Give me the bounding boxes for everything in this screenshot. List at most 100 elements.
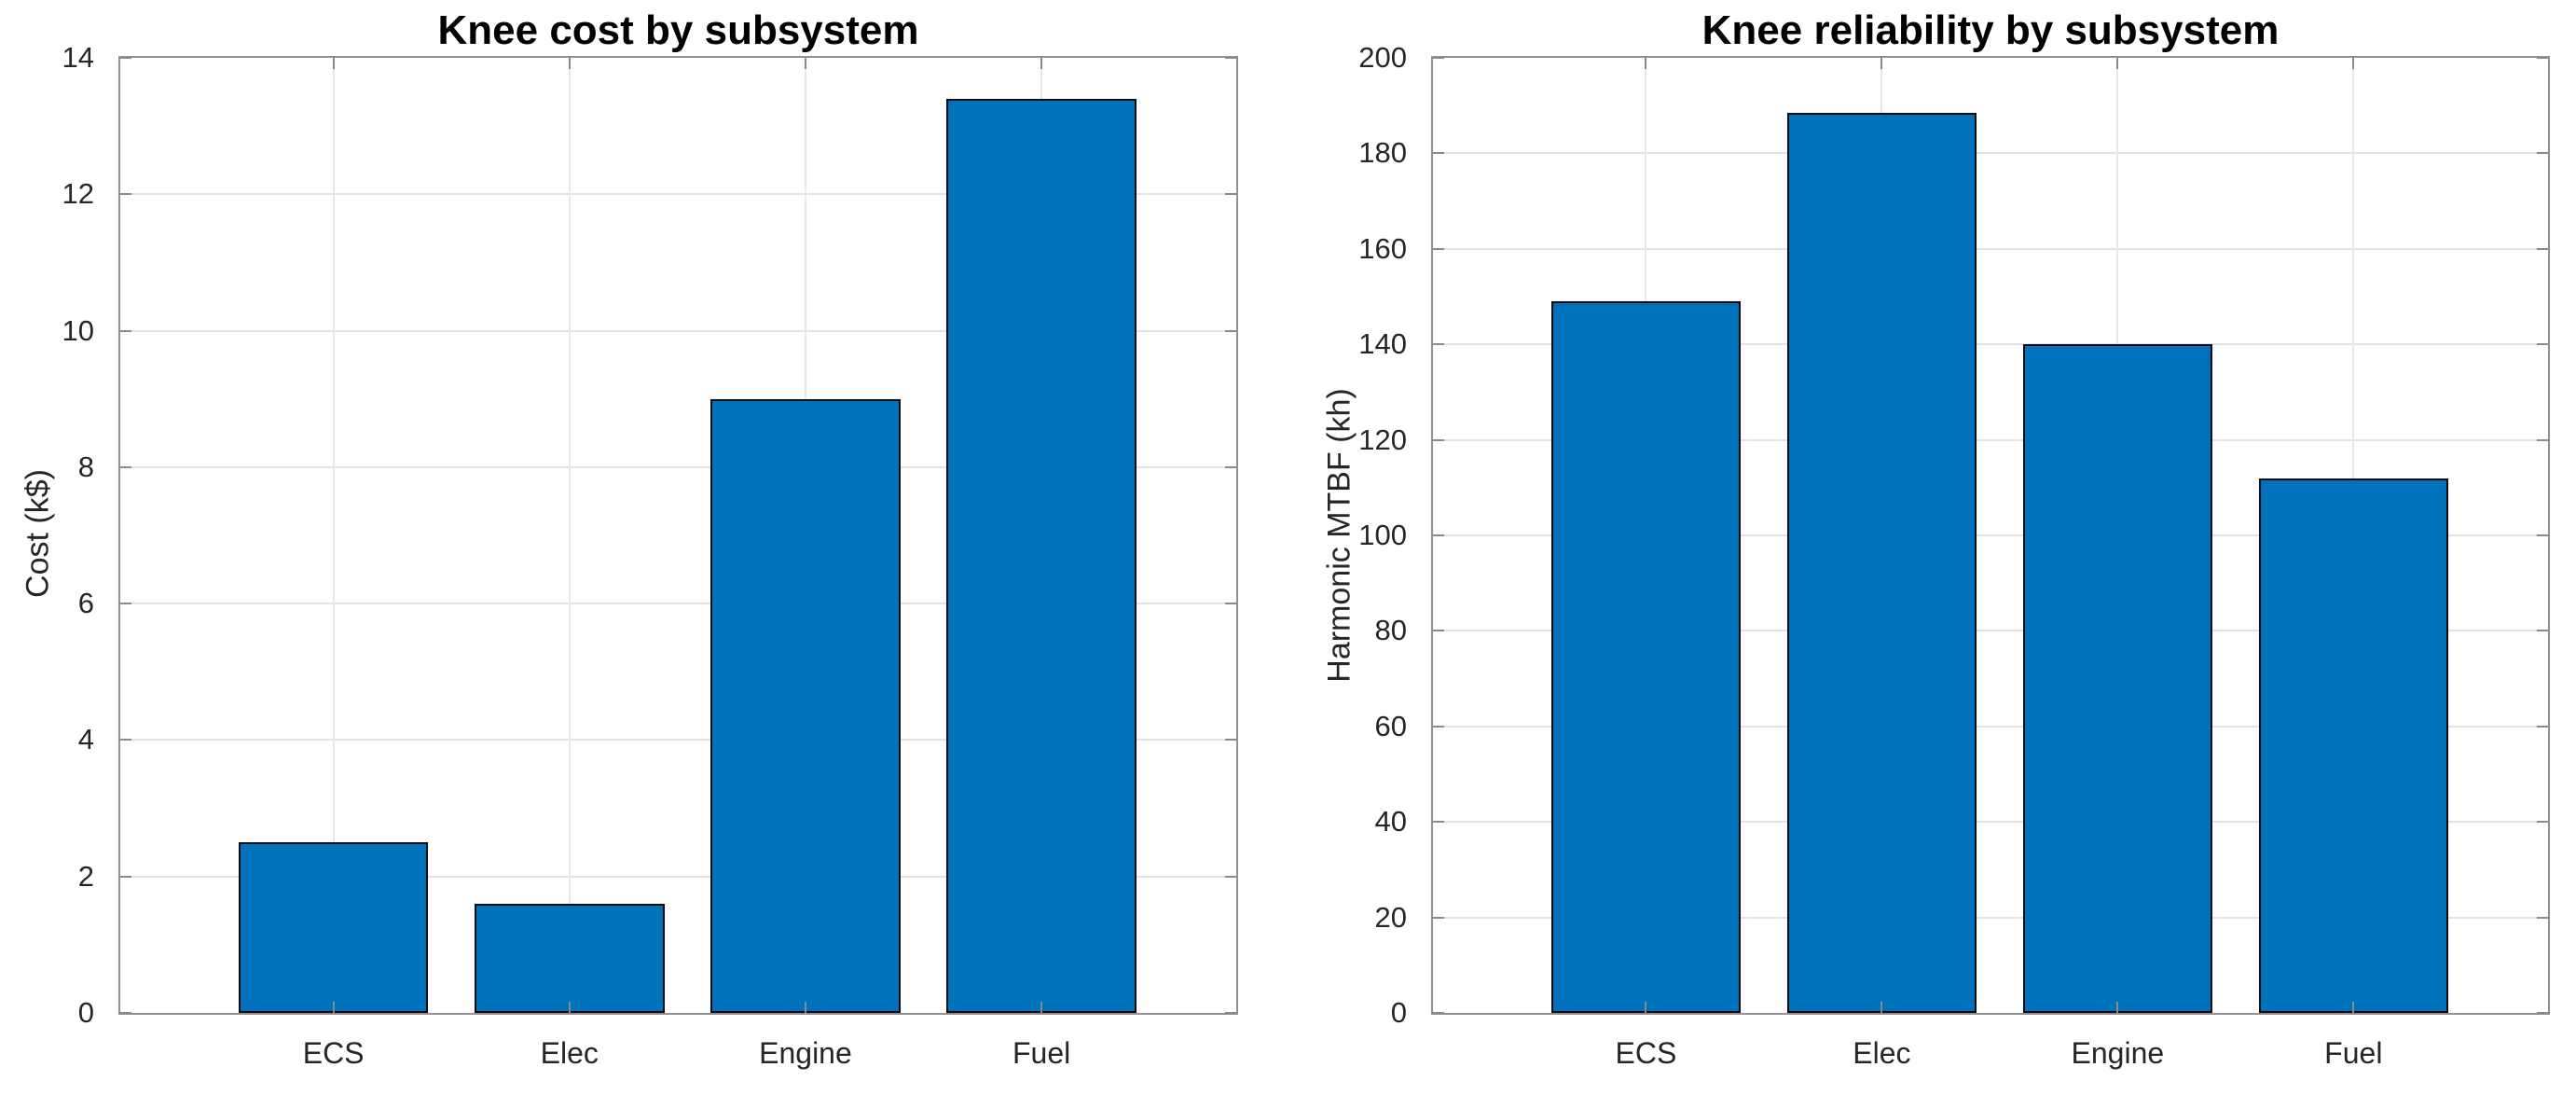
- y-tick-mark: [1433, 343, 1444, 346]
- y-tick-label: 120: [1358, 423, 1407, 456]
- y-tick-mark: [2537, 630, 2548, 632]
- y-tick-mark: [120, 603, 131, 605]
- y-tick-mark: [2537, 247, 2548, 250]
- y-tick-mark: [2537, 725, 2548, 728]
- y-tick-mark: [2537, 438, 2548, 441]
- x-tick-mark: [1645, 58, 1647, 69]
- gridline: [1433, 247, 2548, 250]
- x-tick-label: ECS: [302, 1036, 365, 1070]
- gridline: [120, 193, 1236, 196]
- bar-fuel: [2258, 478, 2448, 1013]
- x-tick-label: Elec: [1853, 1036, 1911, 1070]
- y-tick-label: 140: [1358, 327, 1407, 361]
- gridline: [120, 465, 1236, 468]
- reliability-chart-title: Knee reliability by subsystem: [1701, 7, 2280, 53]
- y-tick-mark: [120, 1012, 131, 1014]
- y-tick-mark: [2537, 916, 2548, 919]
- y-tick-label: 6: [77, 587, 94, 620]
- y-tick-mark: [1433, 152, 1444, 155]
- bar-engine: [710, 398, 901, 1013]
- y-tick-mark: [1433, 247, 1444, 250]
- y-tick-mark: [120, 875, 131, 878]
- x-tick-label: Fuel: [2324, 1036, 2383, 1070]
- y-tick-mark: [1225, 739, 1236, 742]
- gridline: [1433, 343, 2548, 346]
- x-tick-mark: [1880, 1002, 1883, 1013]
- y-tick-mark: [1433, 821, 1444, 824]
- x-tick-mark: [332, 58, 335, 69]
- x-tick-mark: [332, 1002, 335, 1013]
- cost-y-axis-label: Cost (k$): [20, 469, 56, 598]
- y-tick-mark: [1225, 875, 1236, 878]
- x-tick-label: Engine: [2071, 1036, 2165, 1070]
- bar-ecs: [1550, 301, 1742, 1013]
- y-tick-mark: [1433, 630, 1444, 632]
- gridline: [120, 329, 1236, 332]
- x-tick-mark: [1645, 1002, 1647, 1013]
- x-tick-mark: [804, 58, 806, 69]
- y-tick-mark: [2537, 343, 2548, 346]
- x-tick-label: Elec: [540, 1036, 599, 1070]
- x-tick-label: Engine: [759, 1036, 852, 1070]
- bar-engine: [2022, 344, 2212, 1013]
- y-tick-mark: [2537, 57, 2548, 59]
- y-tick-label: 10: [62, 313, 94, 347]
- y-tick-label: 80: [1374, 614, 1407, 647]
- y-tick-label: 4: [77, 723, 94, 756]
- gridline: [1433, 152, 2548, 155]
- y-tick-mark: [1433, 438, 1444, 441]
- reliability-chart-plot-area: 0 20 40 60 80 100 120 140 160 180 200 ECS Elec Engine…: [1358, 41, 2550, 1070]
- x-tick-mark: [1880, 58, 1883, 69]
- y-tick-mark: [1225, 57, 1236, 59]
- x-tick-mark: [2352, 1002, 2355, 1013]
- y-tick-mark: [2537, 534, 2548, 536]
- gridline: [120, 603, 1236, 605]
- y-tick-mark: [120, 465, 131, 468]
- y-tick-mark: [1433, 534, 1444, 536]
- x-tick-mark: [568, 1002, 571, 1013]
- x-tick-mark: [804, 1002, 806, 1013]
- gridline: [1433, 534, 2548, 536]
- y-tick-mark: [2537, 1012, 2548, 1014]
- y-tick-mark: [1433, 916, 1444, 919]
- y-tick-label: 12: [62, 177, 94, 211]
- y-tick-label: 20: [1374, 900, 1407, 934]
- y-tick-mark: [1225, 1012, 1236, 1014]
- y-tick-mark: [1225, 193, 1236, 196]
- y-tick-label: 160: [1358, 231, 1407, 265]
- gridline: [332, 58, 335, 1013]
- gridline: [1433, 438, 2548, 441]
- y-tick-label: 2: [77, 859, 94, 893]
- y-tick-label: 8: [77, 450, 94, 483]
- y-tick-mark: [1225, 329, 1236, 332]
- x-tick-label: ECS: [1615, 1036, 1677, 1070]
- y-tick-mark: [1225, 465, 1236, 468]
- gridline: [568, 58, 571, 1013]
- bar-fuel: [946, 98, 1136, 1013]
- y-tick-mark: [1433, 57, 1444, 59]
- y-tick-mark: [120, 193, 131, 196]
- x-tick-mark: [1040, 1002, 1043, 1013]
- y-tick-mark: [1225, 603, 1236, 605]
- bar-ecs: [238, 842, 429, 1013]
- x-tick-mark: [568, 58, 571, 69]
- y-tick-mark: [120, 57, 131, 59]
- bar-elec: [475, 903, 665, 1013]
- gridline: [1433, 821, 2548, 824]
- gridline: [1433, 916, 2548, 919]
- y-tick-mark: [1433, 1012, 1444, 1014]
- x-tick-mark: [2352, 58, 2355, 69]
- x-tick-label: Fuel: [1012, 1036, 1071, 1070]
- x-tick-mark: [2116, 58, 2119, 69]
- gridline: [120, 875, 1236, 878]
- x-tick-mark: [1040, 58, 1043, 69]
- gridline: [1433, 725, 2548, 728]
- y-tick-label: 60: [1374, 709, 1407, 742]
- y-tick-label: 100: [1358, 519, 1407, 551]
- x-tick-mark: [2116, 1002, 2119, 1013]
- bar-elec: [1786, 112, 1977, 1013]
- y-tick-mark: [2537, 821, 2548, 824]
- y-tick-mark: [1433, 725, 1444, 728]
- y-tick-mark: [120, 329, 131, 332]
- y-tick-label: 200: [1358, 41, 1407, 74]
